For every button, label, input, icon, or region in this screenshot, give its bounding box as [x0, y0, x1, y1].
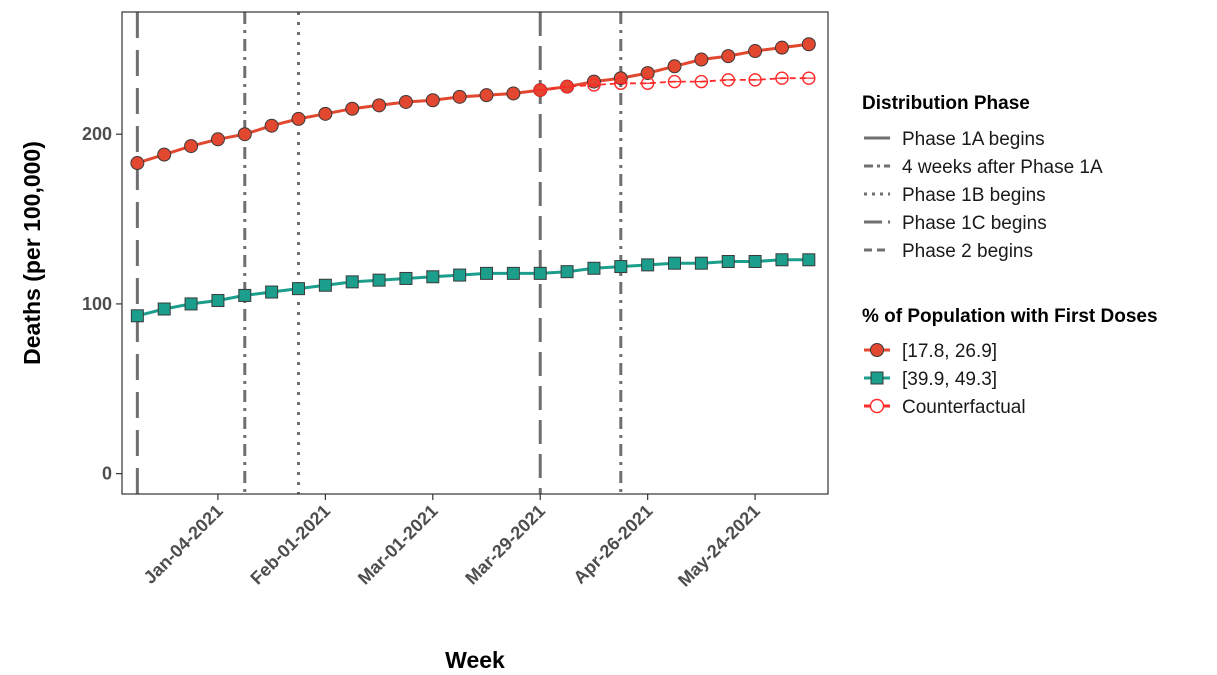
plot-area — [130, 12, 816, 494]
series-1-point-11 — [398, 94, 413, 109]
series-1-point-19 — [613, 71, 628, 86]
series-2-point-5 — [238, 288, 252, 302]
x-tick-label-2: Feb-01-2021 — [246, 501, 334, 589]
series-1-point-10 — [372, 98, 387, 113]
series-1-point-25 — [774, 40, 789, 55]
series-2-point-10 — [372, 273, 386, 287]
series-2-point-23 — [721, 254, 735, 268]
series-2-point-1 — [130, 309, 144, 323]
series-2-point-13 — [453, 268, 467, 282]
series-3-point-2 — [560, 79, 574, 94]
series-3-point-11 — [802, 71, 816, 85]
series-2-point-26 — [802, 253, 816, 267]
y-axis-title: Deaths (per 100,000) — [19, 141, 45, 365]
series-2-point-7 — [292, 282, 305, 296]
series-2-point-8 — [318, 278, 332, 292]
series-3-point-3 — [587, 78, 601, 92]
series-2-point-14 — [480, 266, 494, 280]
series-1-point-3 — [184, 139, 199, 154]
y-tick-label-3: 200 — [82, 124, 112, 144]
legend-phase-title: Distribution Phase — [862, 93, 1030, 114]
series-2-point-15 — [506, 266, 520, 280]
series-2-point-11 — [399, 271, 413, 285]
series-line-2 — [136, 258, 809, 318]
series-1-point-4 — [210, 132, 225, 147]
series-1-point-26 — [801, 37, 816, 52]
series-1-point-22 — [694, 52, 709, 67]
series-3-point-6 — [667, 74, 682, 89]
series-2-point-20 — [641, 258, 655, 272]
series-1-point-2 — [157, 147, 172, 162]
x-axis-title: Week — [445, 647, 505, 673]
series-2-point-19 — [614, 260, 628, 274]
legend-phase-label-1: Phase 1A begins — [902, 129, 1045, 150]
series-2-point-24 — [748, 254, 762, 268]
y-tick-label-2: 100 — [82, 294, 112, 314]
legend-pop-label-2: [39.9, 49.3] — [902, 369, 997, 390]
legends: Distribution Phase % of Population with … — [862, 93, 1158, 418]
series-2-point-12 — [426, 270, 440, 284]
legend-pop-label-3: Counterfactual — [902, 397, 1026, 418]
series-3-point-1 — [533, 83, 547, 97]
series-1-point-13 — [452, 89, 467, 104]
y-tick-label-1: 0 — [102, 464, 112, 484]
series-1-point-23 — [721, 49, 736, 64]
series-3-point-5 — [640, 76, 655, 90]
x-tick-label-6: May-24-2021 — [674, 501, 764, 591]
series-1-point-5 — [237, 127, 252, 142]
series-1-point-7 — [291, 111, 306, 126]
series-1-point-12 — [425, 93, 440, 108]
series-2-point-2 — [157, 302, 171, 316]
series-2-point-22 — [694, 256, 708, 270]
series-1-point-9 — [345, 101, 360, 116]
series-2-point-25 — [775, 253, 789, 267]
legend-pop-key-marker-3 — [869, 398, 885, 414]
series-3-point-4 — [614, 76, 628, 90]
series-1-point-6 — [264, 118, 279, 133]
series-2-point-17 — [560, 265, 574, 279]
legend-phase-label-3: Phase 1B begins — [902, 185, 1046, 206]
series-3-point-10 — [775, 71, 789, 85]
series-2-point-4 — [211, 294, 225, 308]
series-2-point-21 — [668, 256, 682, 270]
legend-phase-label-2: 4 weeks after Phase 1A — [902, 157, 1103, 178]
series-2-point-3 — [184, 297, 198, 311]
series-3-point-8 — [721, 73, 735, 87]
series-line-1 — [136, 42, 809, 165]
series-1-point-1 — [130, 156, 145, 171]
x-tick-label-5: Apr-26-2021 — [569, 501, 656, 588]
series-2-point-6 — [265, 285, 279, 299]
series-2-point-9 — [345, 275, 359, 289]
series-1-point-21 — [667, 59, 682, 74]
legend-phase-label-4: Phase 1C begins — [902, 213, 1047, 234]
plot-border — [121, 11, 829, 495]
legend-pop-label-1: [17.8, 26.9] — [902, 341, 997, 362]
series-1-point-15 — [506, 86, 521, 101]
series-3-point-9 — [748, 73, 762, 87]
x-tick-label-3: Mar-01-2021 — [354, 501, 442, 589]
series-2-point-16 — [533, 266, 547, 280]
legend-pop-key-marker-1 — [870, 343, 884, 357]
x-tick-label-1: Jan-04-2021 — [140, 501, 227, 588]
series-1-point-14 — [479, 88, 494, 103]
legend-phase-label-5: Phase 2 begins — [902, 241, 1033, 262]
series-1-point-20 — [640, 66, 655, 81]
series-1-point-24 — [748, 44, 763, 59]
legend-pop-key-marker-2 — [870, 371, 884, 385]
x-tick-label-4: Mar-29-2021 — [461, 501, 549, 589]
series-2-point-18 — [587, 261, 601, 275]
series-1-point-8 — [318, 106, 333, 121]
legend-population-title: % of Population with First Doses — [862, 306, 1158, 327]
series-3-point-7 — [694, 74, 709, 89]
